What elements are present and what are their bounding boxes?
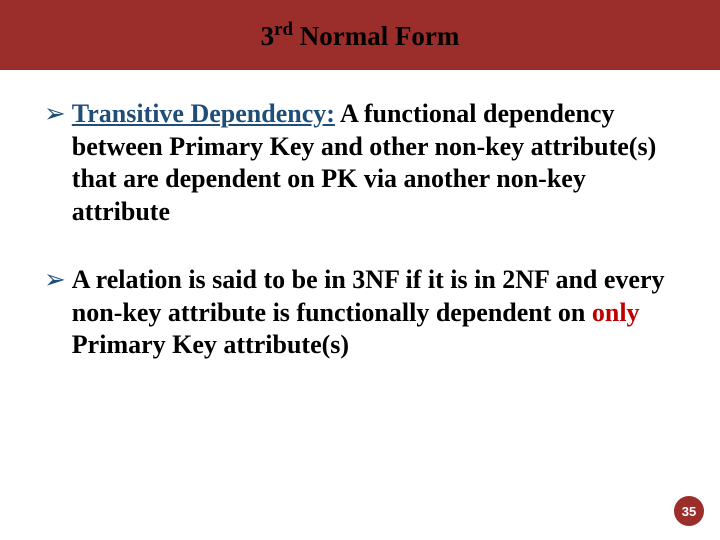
title-superscript: rd: [274, 19, 293, 40]
bullet-item: ➢ A relation is said to be in 3NF if it …: [44, 264, 680, 362]
bullet-text: A relation is said to be in 3NF if it is…: [72, 264, 680, 362]
page-number-badge: 35: [674, 496, 704, 526]
term-transitive-dependency: Transitive Dependency:: [72, 99, 335, 128]
bullet-body-text-after: Primary Key attribute(s): [72, 330, 349, 359]
bullet-text: Transitive Dependency: A functional depe…: [72, 98, 680, 228]
emphasis-only: only: [592, 298, 640, 327]
bullet-marker-icon: ➢: [44, 98, 72, 228]
bullet-item: ➢ Transitive Dependency: A functional de…: [44, 98, 680, 228]
slide-title: 3rd Normal Form: [261, 19, 460, 52]
title-prefix: 3: [261, 21, 275, 51]
bullet-body-text-before: A relation is said to be in 3NF if it is…: [72, 265, 665, 327]
bullet-marker-icon: ➢: [44, 264, 72, 362]
title-bar: 3rd Normal Form: [0, 0, 720, 70]
slide-content: ➢ Transitive Dependency: A functional de…: [0, 70, 720, 362]
title-rest: Normal Form: [293, 21, 459, 51]
